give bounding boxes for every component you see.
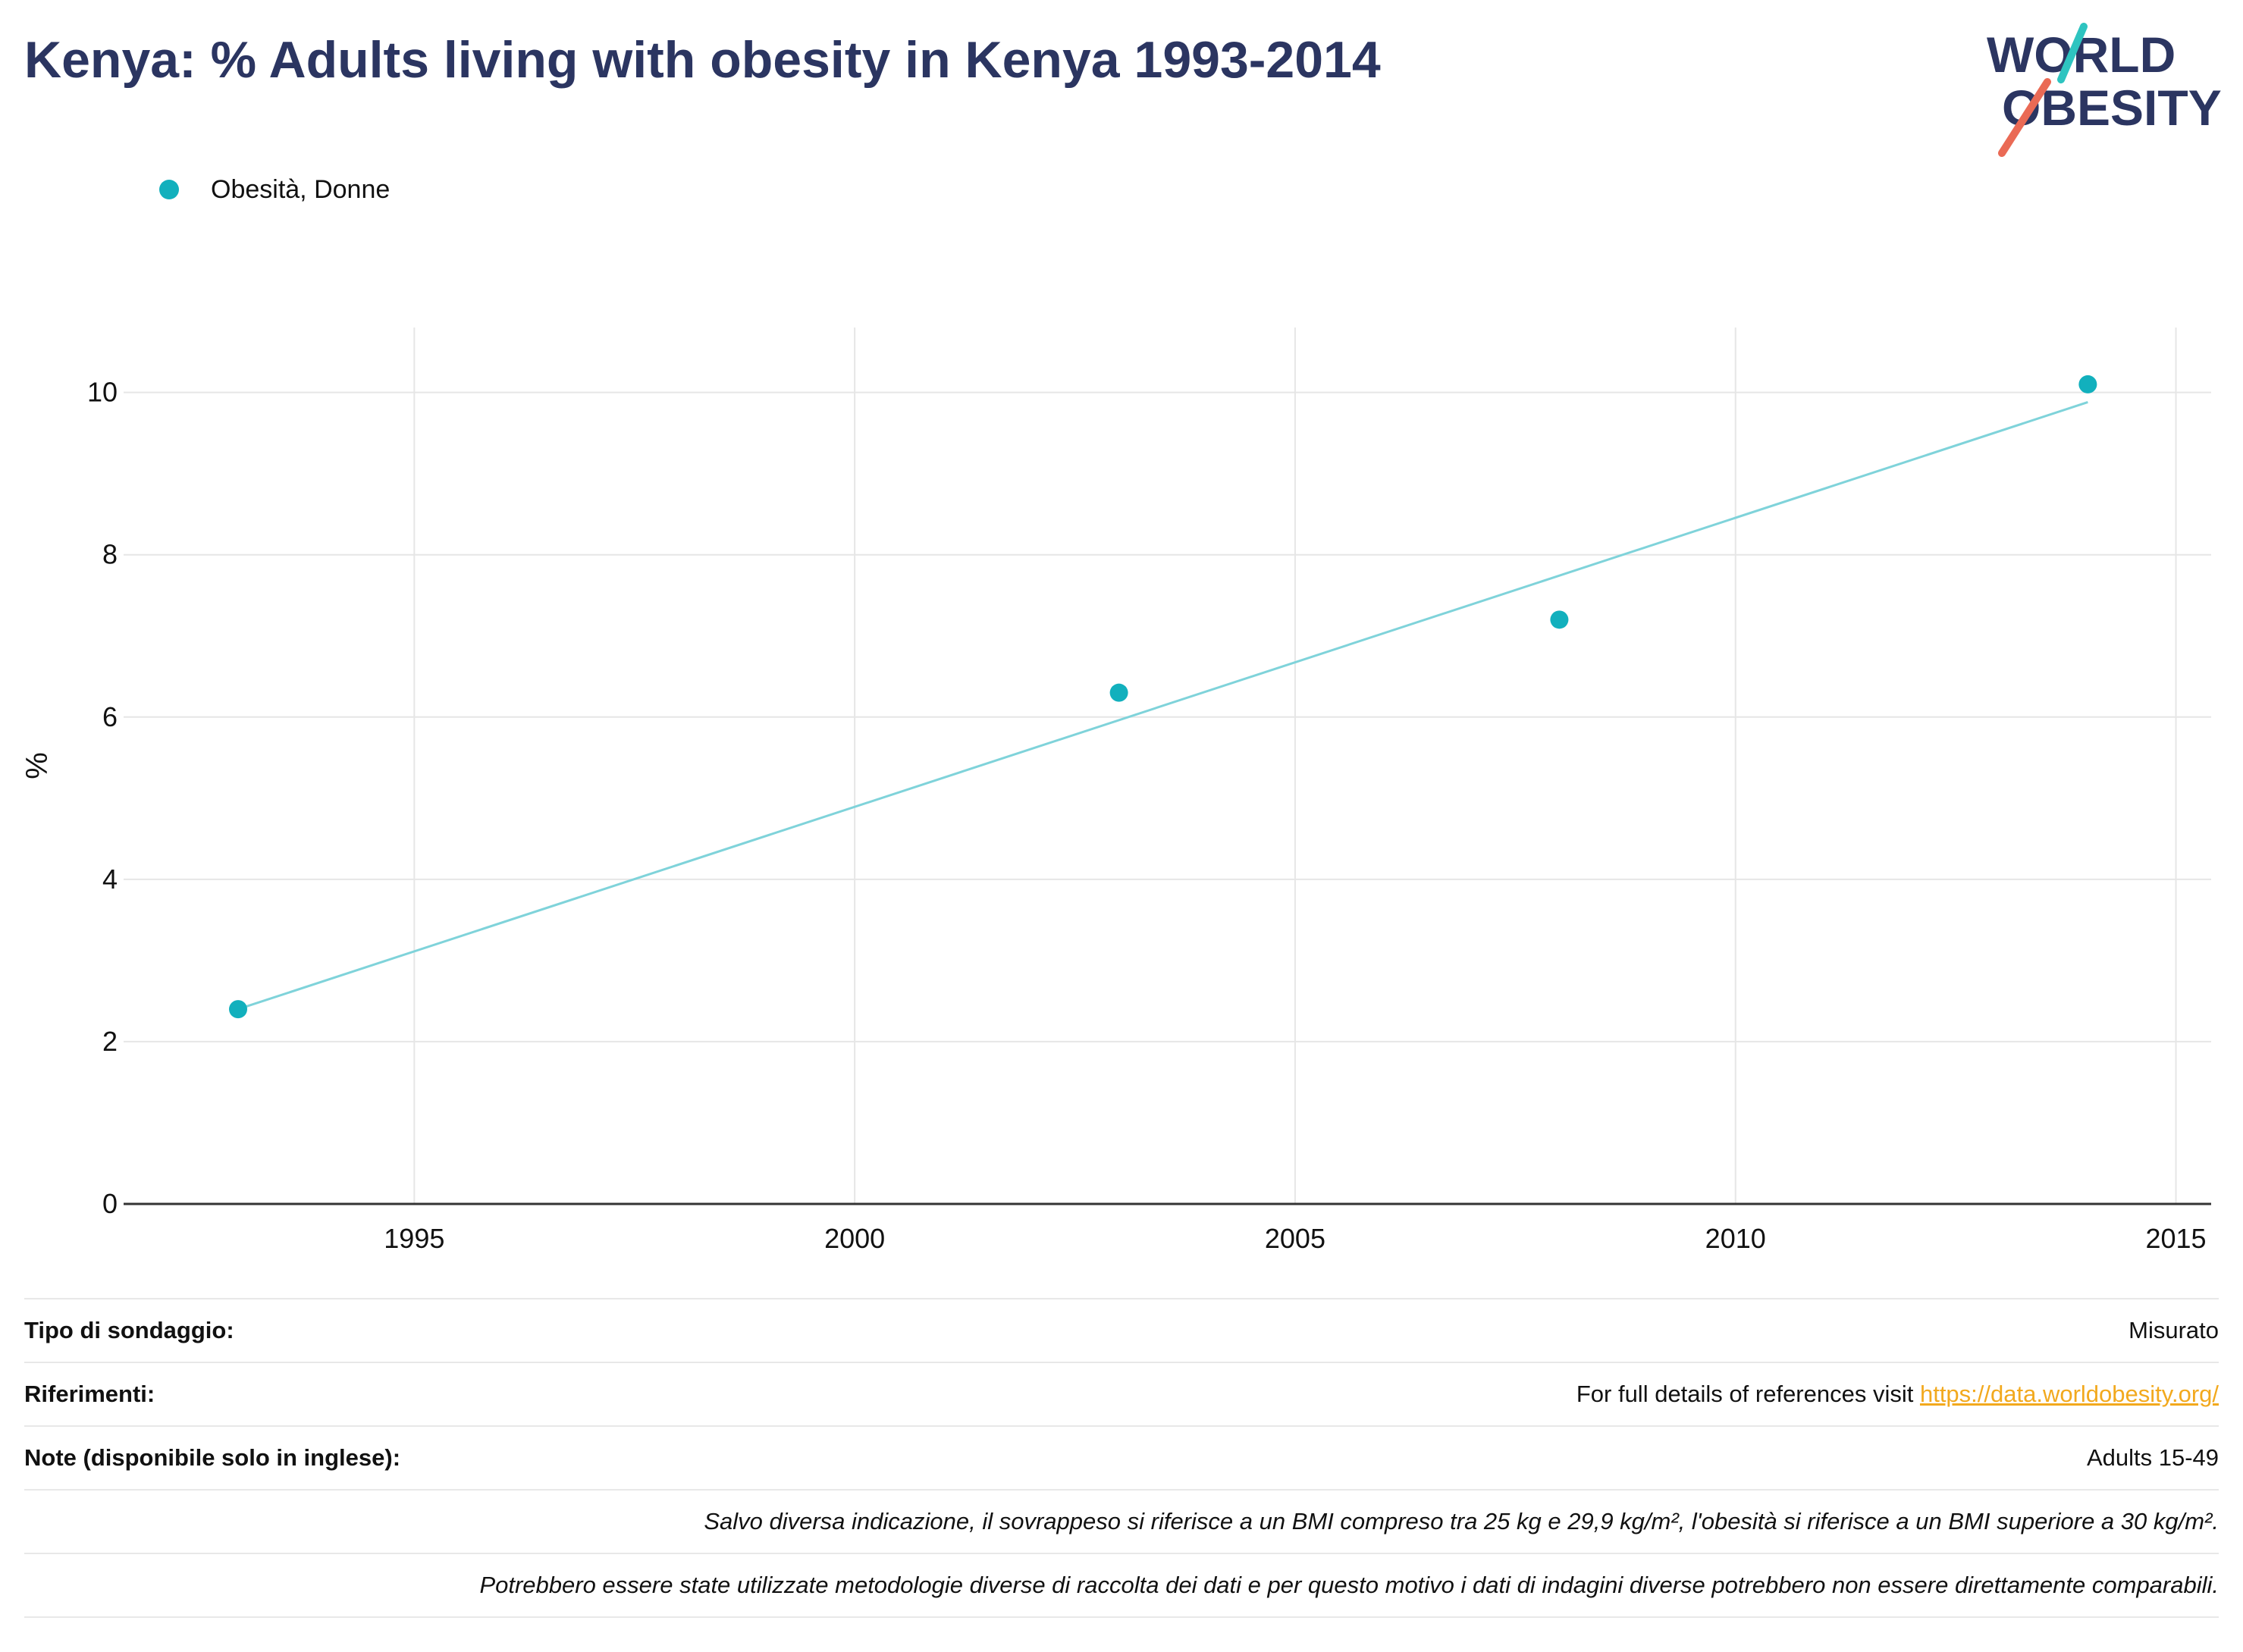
footer-row-references: Riferimenti: For full details of referen…	[24, 1363, 2219, 1427]
footer-row-survey-type: Tipo di sondaggio: Misurato	[24, 1299, 2219, 1363]
references-label: Riferimenti:	[24, 1381, 155, 1407]
data-point	[2078, 375, 2097, 393]
notes-value: Adults 15-49	[2086, 1444, 2219, 1471]
scatter-chart: 1995 2000 2005 2010 2015 0 2 4 6 8 10%	[20, 328, 2211, 1254]
data-points	[229, 375, 2097, 1019]
chart-title: Kenya: % Adults living with obesity in K…	[24, 31, 1381, 89]
x-tick-label: 2010	[1705, 1223, 1766, 1254]
survey-type-label: Tipo di sondaggio:	[24, 1317, 234, 1343]
data-point	[229, 1000, 248, 1019]
y-tick-label: 10	[87, 377, 118, 408]
notes-label: Note (disponibile solo in inglese):	[24, 1444, 401, 1471]
logo-slash-teal	[2057, 23, 2088, 83]
axes: 1995 2000 2005 2010 2015 0 2 4 6 8 10%	[20, 377, 2211, 1254]
legend[interactable]: Obesità, Donne	[159, 173, 390, 206]
footer-note-bmi: Salvo diversa indicazione, il sovrappeso…	[24, 1491, 2219, 1554]
footer-row-notes: Note (disponibile solo in inglese): Adul…	[24, 1427, 2219, 1491]
x-tick-label: 2000	[824, 1223, 885, 1254]
data-point	[1109, 683, 1128, 702]
legend-marker	[159, 180, 179, 199]
trendline	[237, 401, 2088, 1011]
grid	[124, 328, 2211, 1204]
logo-slash-red	[1998, 78, 2051, 157]
footer-table: Tipo di sondaggio: Misurato Riferimenti:…	[24, 1298, 2219, 1618]
footer-note-methodology: Potrebbero essere state utilizzate metod…	[24, 1554, 2219, 1618]
references-link[interactable]: https://data.worldobesity.org/	[1919, 1381, 2219, 1407]
y-axis-title: %	[20, 752, 54, 779]
y-tick-label: 2	[102, 1026, 118, 1057]
x-tick-label: 2015	[2145, 1223, 2206, 1254]
references-text: For full details of references visit	[1576, 1381, 1920, 1407]
y-tick-label: 0	[102, 1188, 118, 1219]
world-obesity-logo: WORLD OBESITY	[1987, 23, 2222, 157]
note-methodology-text: Potrebbero essere state utilizzate metod…	[479, 1572, 2219, 1598]
y-tick-label: 6	[102, 701, 118, 732]
y-tick-label: 8	[102, 539, 118, 570]
y-tick-label: 4	[102, 864, 118, 895]
data-point	[1550, 610, 1569, 629]
trendline-layer	[237, 401, 2088, 1011]
x-tick-label: 2005	[1265, 1223, 1325, 1254]
legend-label: Obesità, Donne	[211, 174, 391, 204]
x-tick-label: 1995	[384, 1223, 444, 1254]
references-value: For full details of references visit htt…	[1576, 1381, 2219, 1408]
survey-type-value: Misurato	[2128, 1317, 2219, 1343]
note-bmi-text: Salvo diversa indicazione, il sovrappeso…	[704, 1508, 2219, 1534]
